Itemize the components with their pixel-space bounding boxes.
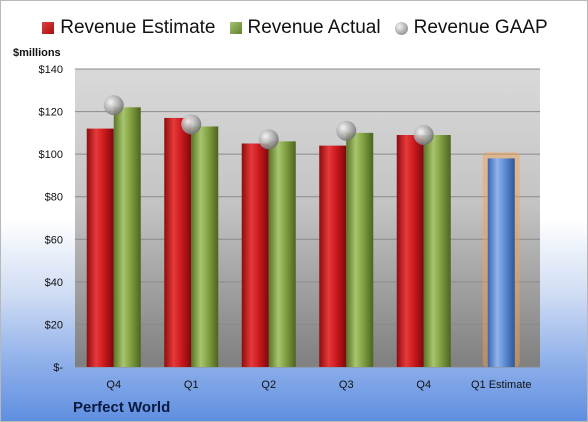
company-name: Perfect World (73, 399, 171, 416)
bar-revenue-estimate (241, 143, 269, 367)
bar-revenue-estimate (319, 145, 347, 367)
x-tick-label: Q4 (106, 379, 121, 391)
chart-legend: Revenue Estimate Revenue Actual Revenue … (1, 13, 587, 43)
bar-revenue-actual (346, 132, 374, 367)
legend-swatch-gaap (394, 21, 408, 35)
legend-label-actual: Revenue Actual (247, 17, 381, 38)
y-tick-label: $- (53, 362, 63, 374)
legend-swatch-actual (229, 22, 242, 34)
x-tick-label: Q2 (261, 379, 276, 391)
marker-revenue-gaap (103, 95, 124, 116)
y-tick-label: $40 (45, 277, 63, 289)
legend-swatch-estimate (42, 22, 55, 34)
legend-label-gaap: Revenue GAAP (413, 17, 548, 38)
x-tick-label: Q1 (184, 379, 199, 391)
y-axis: $- $20 $40 $60 $80 $100 $120 $140 (39, 64, 64, 374)
bar-revenue-estimate-next (487, 158, 515, 367)
x-tick-label: Q3 (339, 379, 354, 391)
bar-revenue-actual (268, 141, 296, 367)
legend-item-gaap: Revenue GAAP (394, 17, 548, 39)
bars (86, 107, 520, 368)
y-tick-label: $20 (45, 319, 63, 331)
bar-revenue-estimate (396, 134, 424, 367)
x-tick-label: Q4 (416, 379, 431, 391)
bar-revenue-actual (191, 126, 219, 367)
bar-revenue-estimate (86, 128, 114, 367)
legend-label-estimate: Revenue Estimate (60, 17, 216, 38)
legend-item-actual: Revenue Actual (229, 17, 381, 39)
marker-revenue-gaap (336, 120, 357, 141)
bar-revenue-actual (113, 107, 141, 368)
x-tick-label: Q1 Estimate (471, 379, 532, 391)
y-tick-label: $140 (39, 64, 63, 76)
gridlines (75, 68, 540, 368)
bar-revenue-estimate (164, 117, 192, 367)
gaap-markers (103, 95, 434, 150)
y-tick-label: $100 (39, 149, 63, 161)
x-axis: Q4 Q1 Q2 Q3 Q4 Q1 Estimate (106, 379, 531, 391)
bar-revenue-actual (423, 134, 451, 367)
marker-revenue-gaap (258, 129, 279, 150)
plot-area (75, 69, 540, 367)
y-tick-label: $80 (45, 192, 63, 204)
marker-revenue-gaap (413, 124, 434, 145)
marker-revenue-gaap (181, 114, 202, 135)
y-axis-unit-label: $millions (13, 47, 61, 59)
legend-item-estimate: Revenue Estimate (42, 17, 216, 39)
y-tick-label: $120 (39, 107, 63, 119)
y-tick-label: $60 (45, 234, 63, 246)
